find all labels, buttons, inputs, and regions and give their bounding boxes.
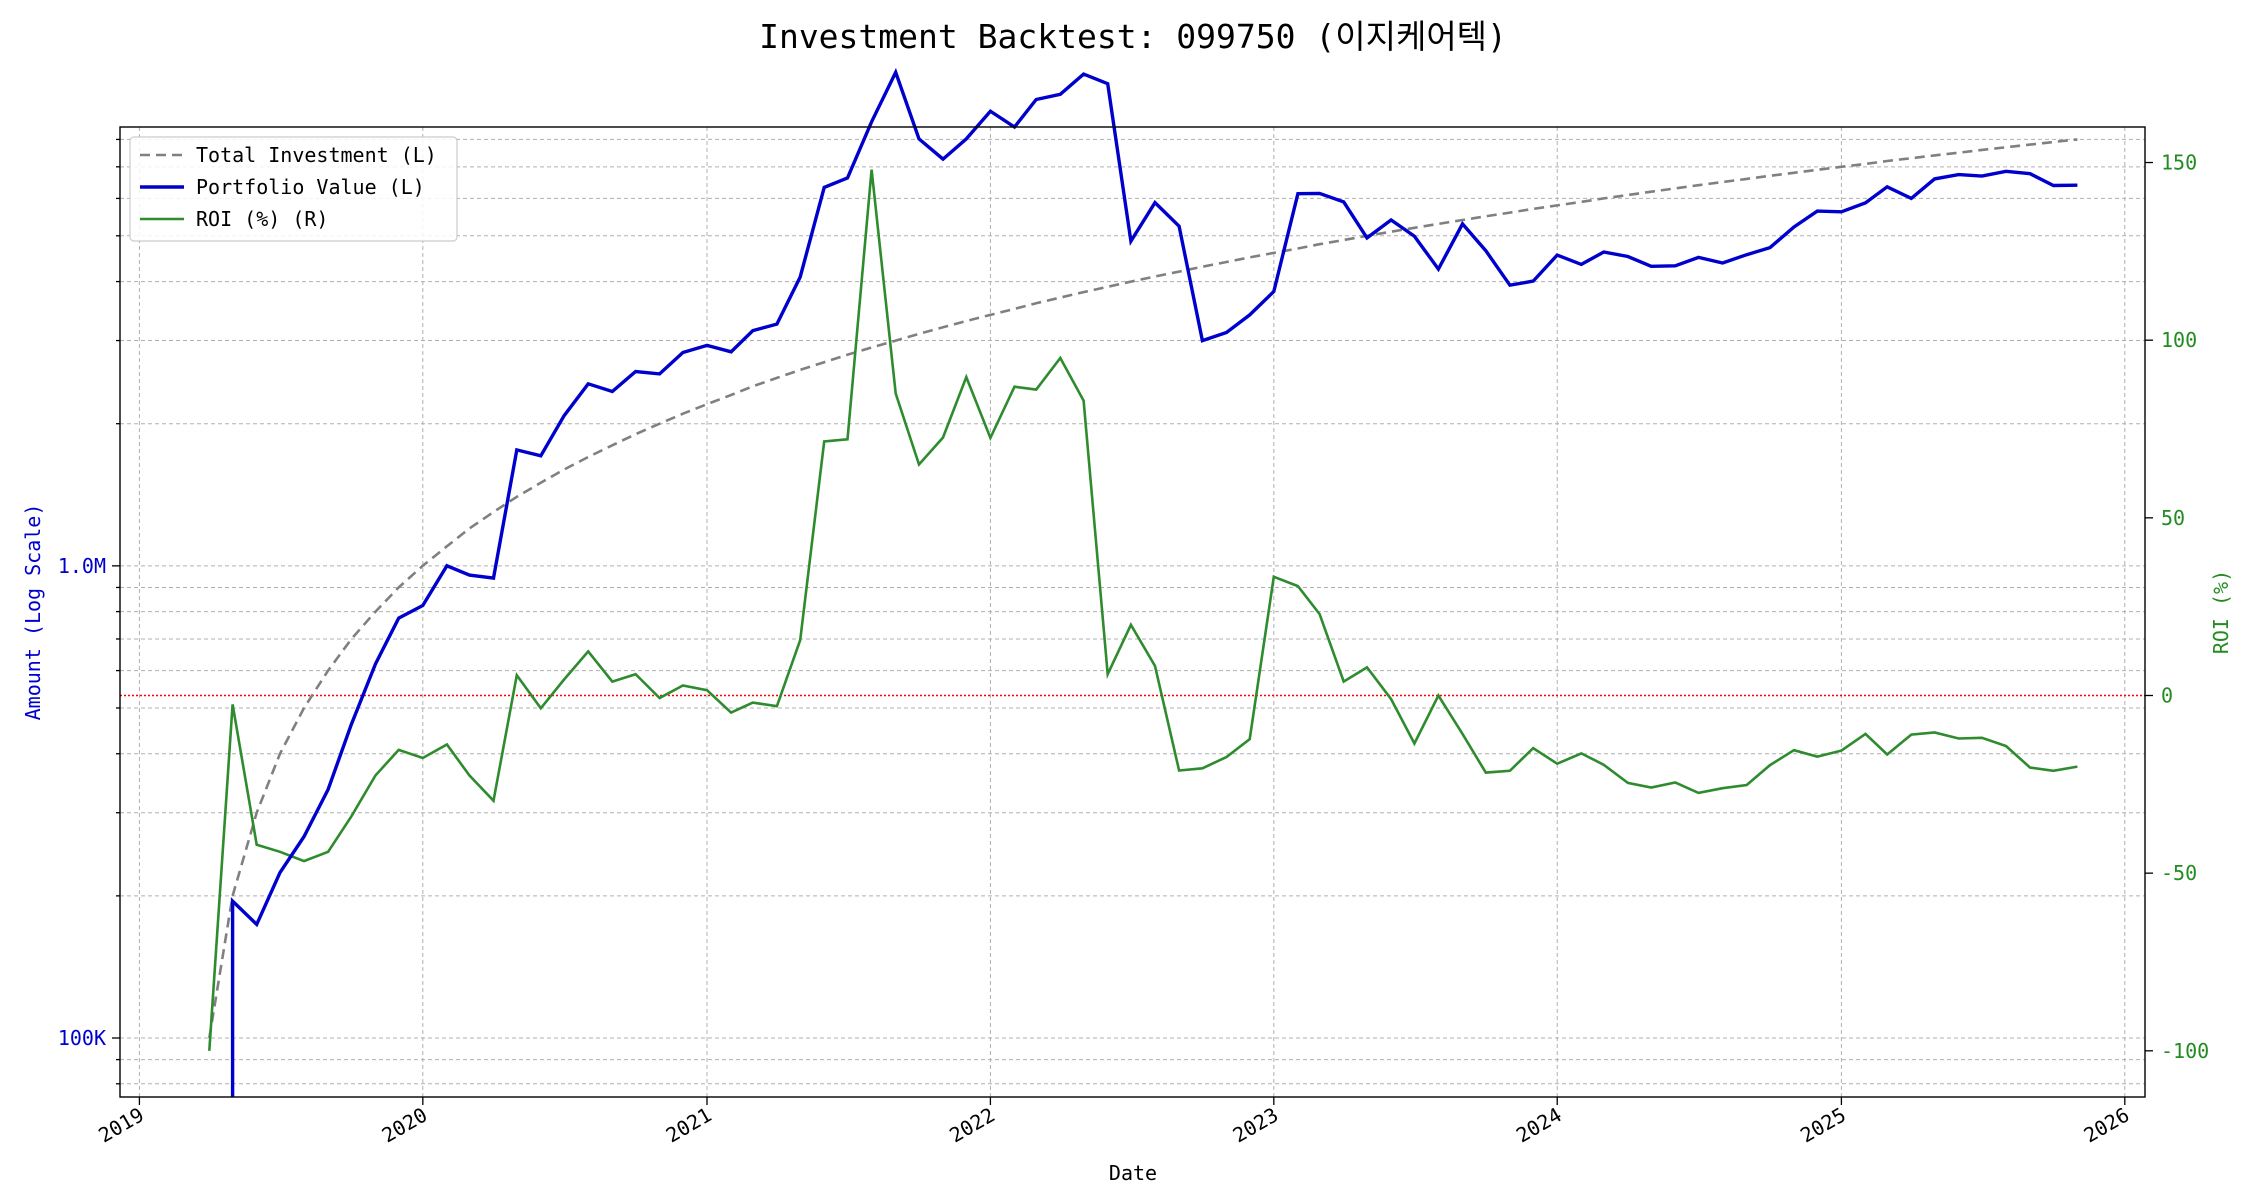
right-axis-tick-label: -50 <box>2161 861 2197 885</box>
x-axis-tick-label: 2021 <box>662 1103 716 1148</box>
x-axis-label: Date <box>1109 1161 1157 1185</box>
right-axis-tick-label: 0 <box>2161 683 2173 707</box>
series-line-total-investment <box>208 138 2078 1039</box>
x-axis-tick-label: 2026 <box>2080 1103 2134 1148</box>
chart-title: Investment Backtest: 099750 (이지케어텍) <box>759 17 1507 56</box>
grid <box>120 127 2145 1097</box>
right-axis-tick-label: 150 <box>2161 151 2197 175</box>
legend: Total Investment (L) Portfolio Value (L)… <box>129 136 458 242</box>
right-axis-tick-label: 50 <box>2161 506 2185 530</box>
legend-entry-roi: ROI (%) (R) <box>196 207 328 231</box>
legend-entry-total-investment: Total Investment (L) <box>196 143 437 167</box>
right-axis-tick-label: -100 <box>2161 1039 2209 1063</box>
series-line-portfolio-value <box>230 67 2078 1097</box>
x-axis-tick-label: 2020 <box>378 1103 432 1148</box>
x-axis-tick-label: 2025 <box>1796 1103 1850 1148</box>
left-axis-tick-label: 1.0M <box>58 554 106 578</box>
legend-entry-portfolio-value: Portfolio Value (L) <box>196 175 425 199</box>
x-axis-ticks: 2019 2020 2021 2022 2023 2024 2025 2026 <box>94 1097 2133 1147</box>
right-axis-tick-label: 100 <box>2161 328 2197 352</box>
x-axis-tick-label: 2024 <box>1512 1103 1566 1148</box>
x-axis-tick-label: 2019 <box>94 1103 148 1148</box>
x-axis-tick-label: 2023 <box>1229 1103 1283 1148</box>
x-axis-tick-label: 2022 <box>945 1103 999 1148</box>
right-y-axis-label: ROI (%) <box>2209 570 2233 654</box>
left-y-axis-label: Amount (Log Scale) <box>21 504 45 721</box>
legend-box <box>129 136 458 242</box>
right-axis-ticks: 150 100 50 0 -50 -100 <box>2145 151 2209 1063</box>
left-axis-tick-label: 100K <box>58 1026 106 1050</box>
left-axis-ticks: 100K 1.0M <box>58 138 120 1085</box>
series-line-roi <box>208 169 2078 1051</box>
